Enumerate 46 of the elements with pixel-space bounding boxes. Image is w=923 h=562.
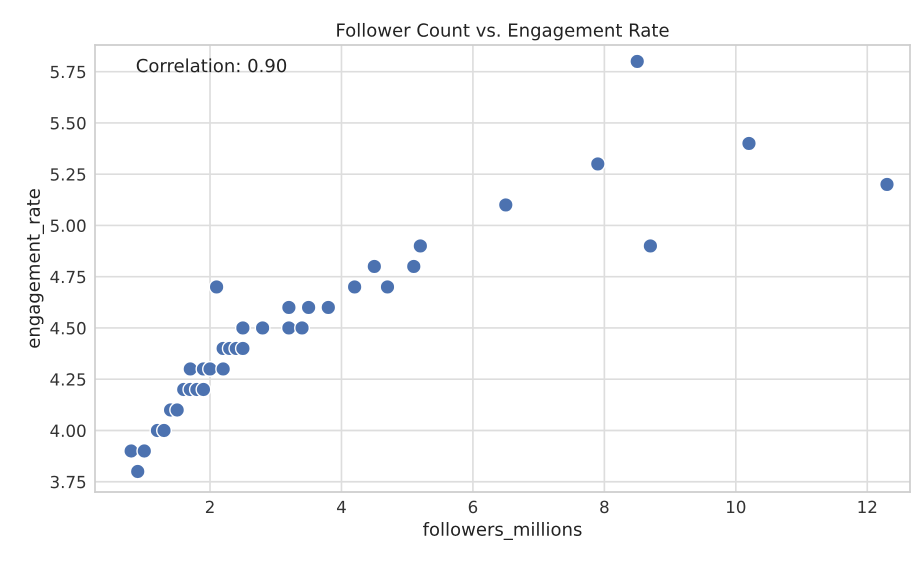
point	[320, 299, 336, 316]
y-tick-label: 5.50	[50, 116, 86, 130]
point	[879, 176, 895, 192]
point	[215, 360, 232, 377]
y-tick-label: 4.75	[50, 270, 86, 284]
point	[169, 402, 186, 418]
point	[380, 278, 396, 295]
point	[629, 53, 646, 70]
point	[498, 196, 514, 213]
point	[590, 156, 606, 172]
y-axis-title: engagement_rate	[27, 189, 44, 348]
x-tick-label: 8	[600, 500, 609, 514]
point	[234, 320, 251, 336]
y-tick-label: 4.25	[50, 373, 86, 386]
point	[136, 443, 152, 459]
x-tick-label: 6	[468, 500, 478, 514]
point	[202, 360, 218, 377]
point	[406, 258, 422, 274]
y-tick-label: 5.25	[50, 168, 86, 181]
point	[280, 299, 297, 316]
point	[294, 320, 310, 336]
y-tick-label: 5.75	[50, 66, 86, 78]
point	[156, 422, 172, 438]
x-tick-label: 10	[727, 500, 746, 514]
x-axis-title: followers_millions	[423, 522, 582, 540]
x-tick-label: 2	[206, 500, 214, 513]
point	[280, 320, 297, 336]
point	[346, 278, 363, 295]
y-tick-label: 4.50	[50, 322, 86, 335]
y-tick-label: 5.00	[50, 219, 86, 232]
point	[254, 320, 271, 336]
y-tick-label: 4.00	[50, 424, 86, 438]
x-tick-label: 12	[858, 500, 876, 513]
point	[208, 278, 225, 295]
point	[740, 135, 757, 152]
x-tick-label: 4	[336, 500, 346, 513]
point	[195, 382, 212, 398]
chart-title: Follower Count vs. Engagement Rate	[337, 22, 669, 40]
point	[366, 258, 382, 274]
point	[412, 238, 428, 254]
point	[234, 340, 251, 356]
annotation: Correlation: 0.90	[136, 58, 286, 72]
point	[130, 464, 146, 480]
point	[300, 299, 317, 316]
point	[642, 238, 658, 254]
y-tick-label: 3.75	[50, 476, 86, 488]
